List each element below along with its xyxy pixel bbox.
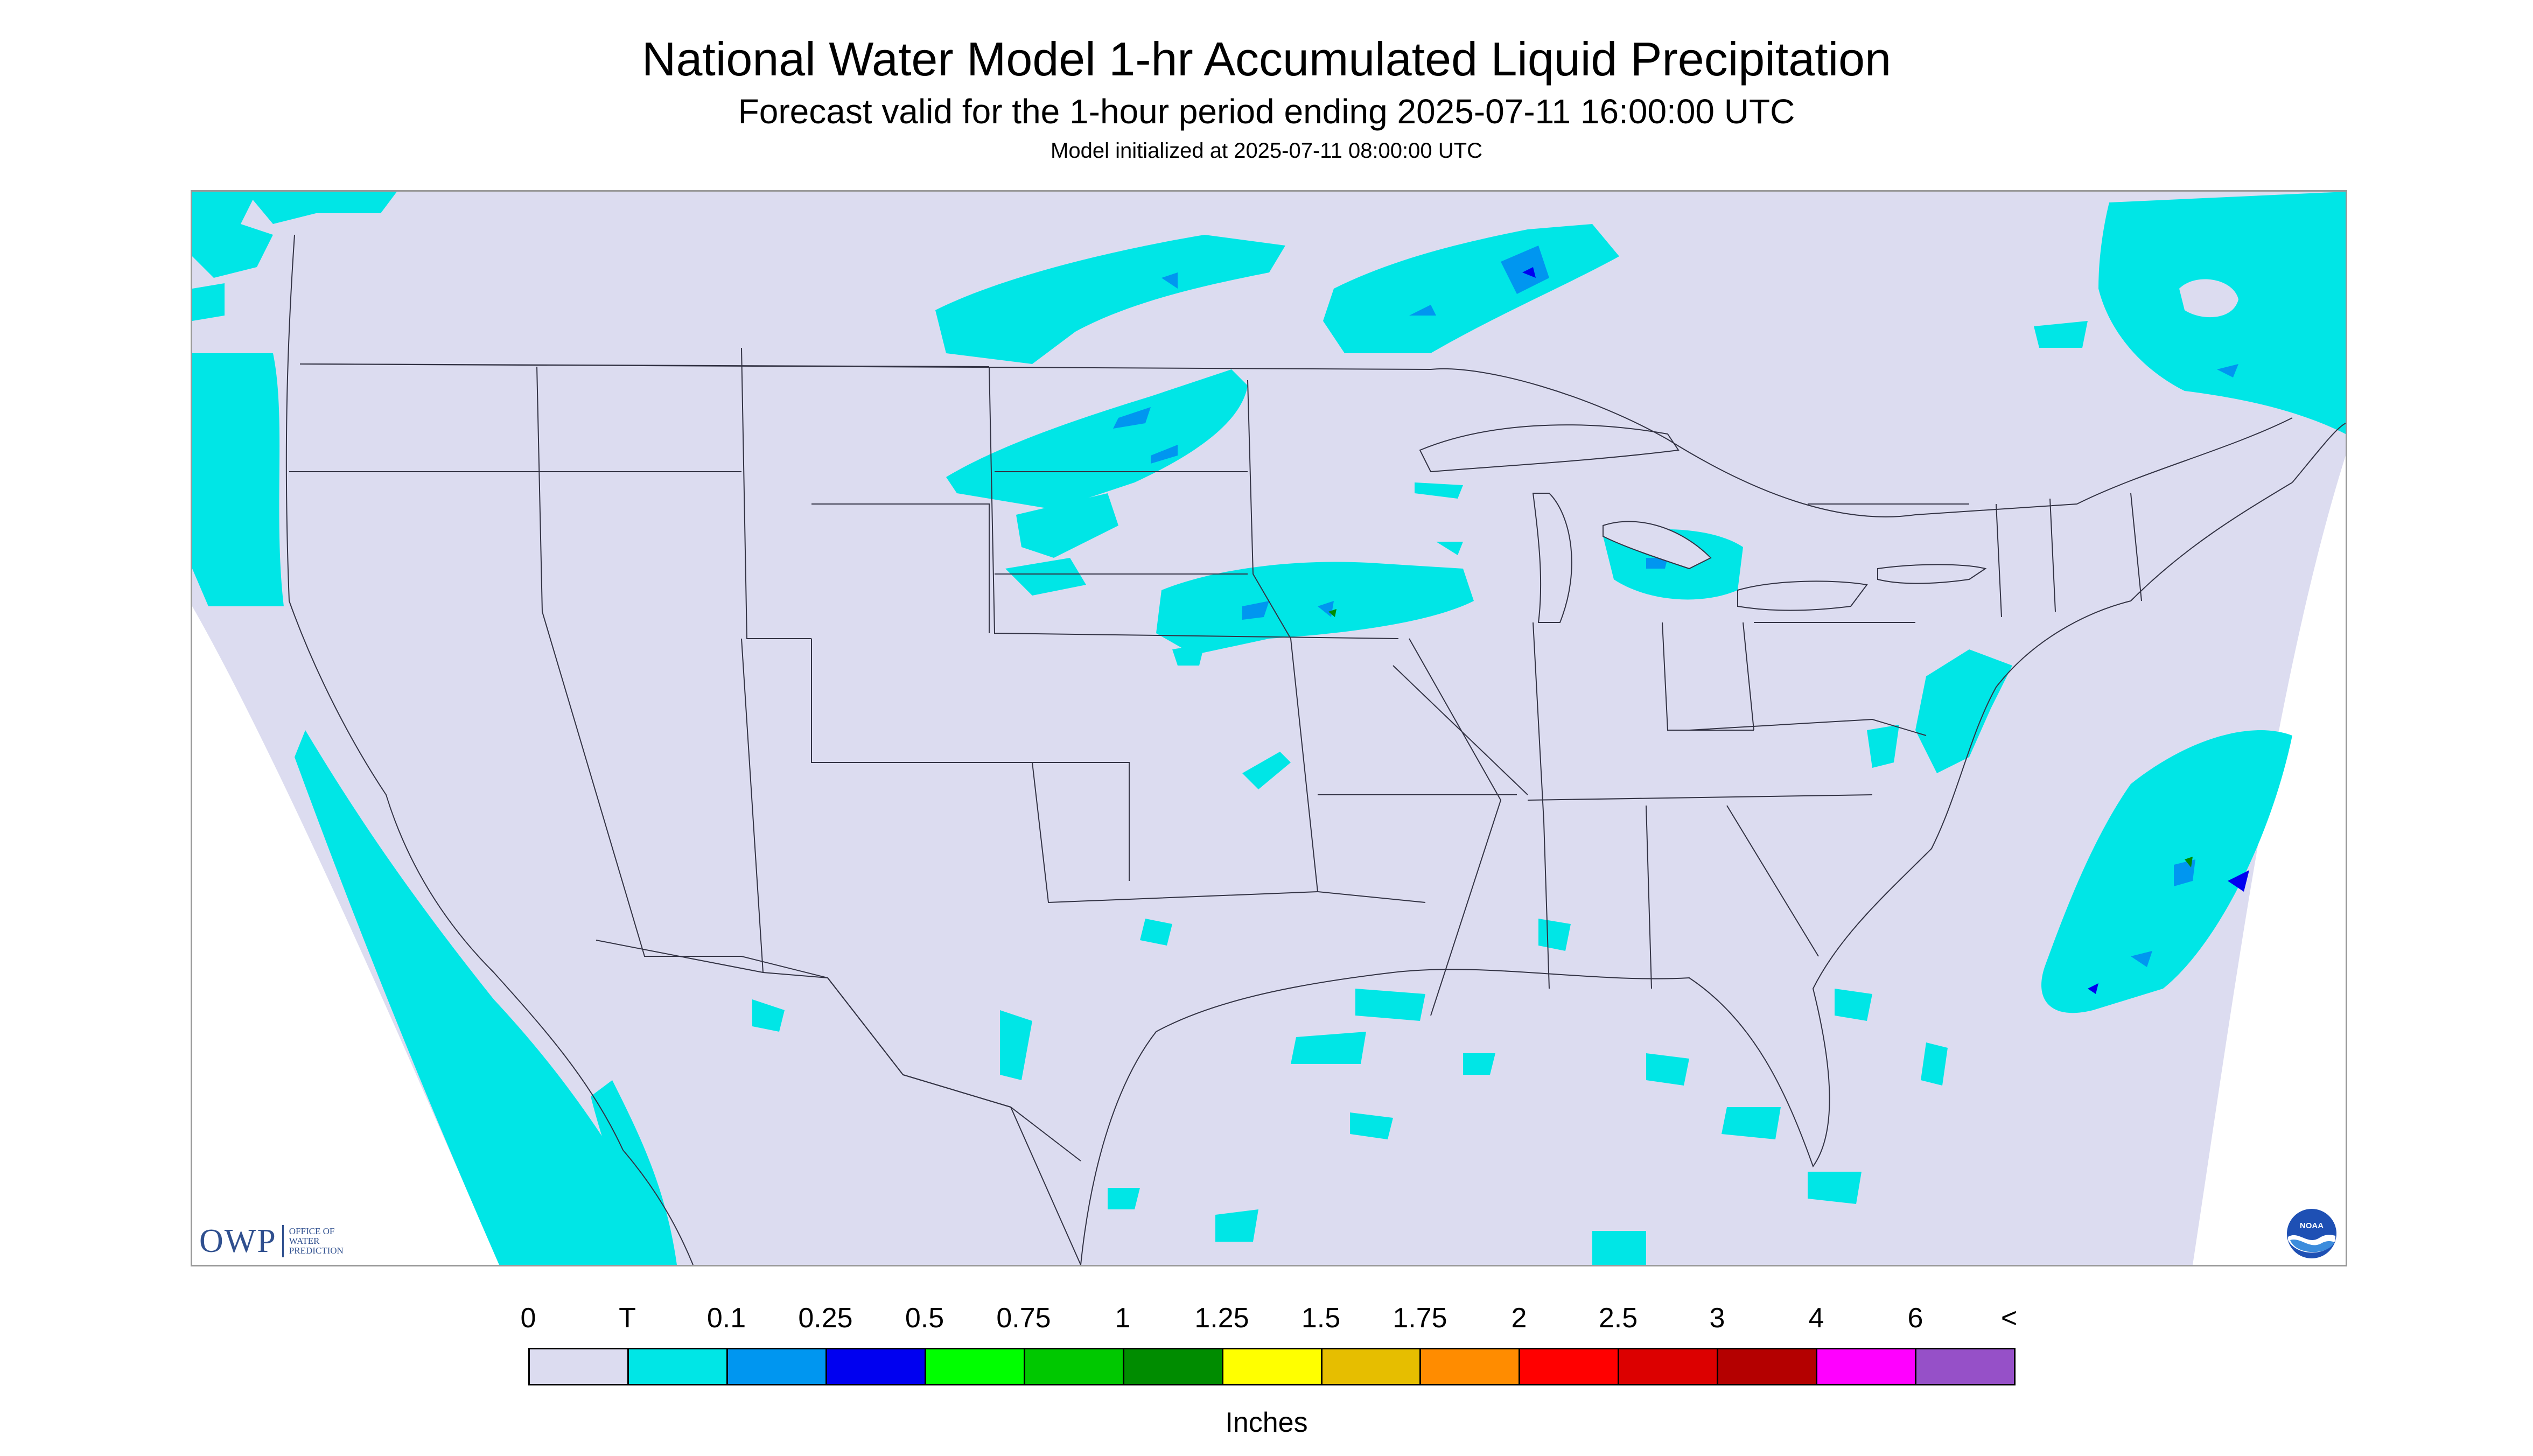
legend-tick-label: 1.75: [1393, 1303, 1447, 1334]
precip-northeast: [2034, 192, 2346, 434]
model-init-text: Model initialized at 2025-07-11 08:00:00…: [1051, 139, 1482, 163]
legend-color-swatch: [1025, 1349, 1124, 1384]
legend-tick-label: 2: [1511, 1303, 1527, 1334]
legend-color-swatch: [628, 1349, 728, 1384]
owp-logo: OWP Office of Water Prediction: [199, 1220, 365, 1263]
legend-tick-label: 3: [1709, 1303, 1725, 1334]
legend-color-swatch: [1916, 1349, 2014, 1384]
legend-tick-label: 2.5: [1598, 1303, 1638, 1334]
great-lakes: [1419, 424, 1987, 623]
precip-pacific: [192, 192, 677, 1265]
legend-color-swatch: [1322, 1349, 1422, 1384]
legend-tick-label: 0.25: [798, 1303, 853, 1334]
legend-tick-label: 1.5: [1301, 1303, 1341, 1334]
legend-color-swatch: [827, 1349, 926, 1384]
owp-logo-text: Office of Water Prediction: [289, 1226, 344, 1256]
owp-logo-divider: [282, 1225, 284, 1257]
legend-tick-label: 0.5: [905, 1303, 944, 1334]
legend-color-swatch: [1619, 1349, 1719, 1384]
legend-tick-label: 0.75: [996, 1303, 1051, 1334]
map-title: National Water Model 1-hr Accumulated Li…: [641, 32, 1892, 86]
legend-color-swatch: [1817, 1349, 1917, 1384]
legend-tick-label: 0.1: [706, 1303, 746, 1334]
map-canvas: [192, 192, 2346, 1265]
legend-color-swatch: [727, 1349, 827, 1384]
legend-color-swatch: [1520, 1349, 1620, 1384]
legend-tick-label: 6: [1907, 1303, 1923, 1334]
map-domain: [192, 192, 2346, 1265]
owp-logo-mark: OWP: [199, 1222, 277, 1259]
legend-tick-label: 0: [520, 1303, 536, 1334]
legend-tick-labels: 0 T 0.1 0.25 0.5 0.75 1 1.25 1.5 1.75 2 …: [521, 1302, 2018, 1334]
legend-tick-label: 4: [1808, 1303, 1824, 1334]
legend-color-swatch: [926, 1349, 1025, 1384]
precip-atlantic: [1867, 649, 2292, 1013]
precipitation-map: [191, 190, 2347, 1266]
precip-upper-midwest: [1323, 224, 1619, 353]
coastlines: [285, 234, 2346, 1265]
legend-color-swatch: [1124, 1349, 1223, 1384]
us-canada-border: [299, 363, 2293, 517]
legend-unit-label: Inches: [1225, 1407, 1308, 1438]
legend-color-swatch: [530, 1349, 629, 1384]
legend-tick-label: 1: [1115, 1303, 1131, 1334]
us-mexico-border: [596, 940, 1081, 1161]
legend-tick-label: T: [619, 1303, 636, 1334]
legend-color-bar: [528, 1348, 2016, 1385]
noaa-logo: NOAA: [2287, 1209, 2336, 1258]
precip-northern-plains: [935, 235, 1285, 596]
legend-tick-label: <: [2000, 1303, 2018, 1334]
legend-color-swatch: [1421, 1349, 1521, 1384]
legend-tick-label: 1.25: [1194, 1303, 1249, 1334]
noaa-logo-text: NOAA: [2300, 1221, 2324, 1230]
precip-gulf: [752, 752, 1948, 1265]
precip-iowa: [1156, 562, 1474, 666]
forecast-valid-subtitle: Forecast valid for the 1-hour period end…: [738, 92, 1795, 131]
legend-color-swatch: [1718, 1349, 1818, 1384]
legend-color-swatch: [1223, 1349, 1323, 1384]
